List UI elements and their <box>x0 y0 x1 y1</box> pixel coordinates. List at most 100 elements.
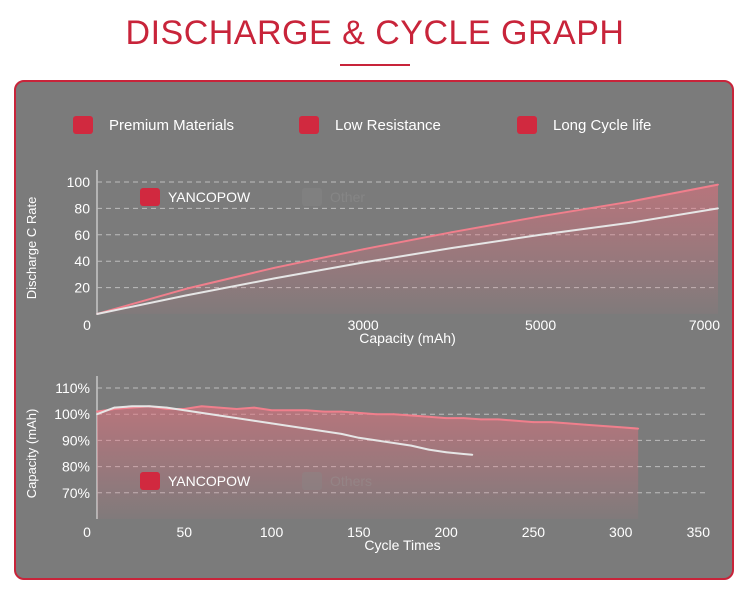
legend-label: Others <box>330 473 372 489</box>
x-tick-label: 300 <box>609 524 633 540</box>
data-point <box>584 423 587 426</box>
data-point <box>619 426 622 429</box>
data-point <box>471 453 474 456</box>
feature-label: Premium Materials <box>109 116 235 134</box>
x-tick-label: 0 <box>83 524 91 540</box>
data-point <box>357 411 360 414</box>
data-point <box>549 421 552 423</box>
data-point <box>532 421 535 423</box>
series-line-yancopow <box>96 405 639 430</box>
feature-label: Low Resistance <box>335 116 441 134</box>
data-point <box>288 409 290 412</box>
data-point <box>445 417 448 420</box>
y-tick-label: 110% <box>55 380 90 396</box>
y-tick-label: 100% <box>54 406 90 422</box>
legend-label: Other <box>330 189 365 205</box>
data-point <box>96 313 98 315</box>
y-tick-label: 100 <box>67 174 91 190</box>
data-point <box>462 417 465 420</box>
y-tick-label: 40 <box>74 253 90 269</box>
data-point <box>270 409 273 412</box>
y-tick-label: 60 <box>74 227 90 243</box>
x-tick-label: 50 <box>176 524 192 540</box>
data-point <box>273 277 276 280</box>
feature-low-resistance: Low Resistance <box>299 114 441 136</box>
data-point <box>602 425 605 427</box>
data-point <box>362 261 365 264</box>
series-line-yancopow <box>96 183 719 315</box>
data-point <box>273 266 276 269</box>
title-underline <box>340 64 410 66</box>
x-tick-label: 7000 <box>689 317 720 333</box>
data-point <box>450 231 453 234</box>
data-point <box>392 413 395 416</box>
data-point <box>340 410 343 413</box>
data-point <box>462 453 465 455</box>
data-point <box>148 405 151 408</box>
x-tick-label: 3000 <box>348 317 379 333</box>
y-axis-label: Discharge C Rate <box>24 197 39 300</box>
legend-swatch <box>302 472 322 490</box>
data-point <box>235 408 238 410</box>
data-point <box>96 410 98 413</box>
data-point <box>628 200 631 203</box>
y-tick-label: 90% <box>62 432 90 448</box>
data-point <box>200 411 203 414</box>
legend-swatch <box>302 188 322 206</box>
data-point <box>323 410 325 413</box>
data-point <box>218 414 221 417</box>
feature-swatch <box>73 116 93 134</box>
data-point <box>253 419 256 422</box>
legend-label: YANCOPOW <box>168 189 251 205</box>
data-point <box>628 222 631 224</box>
data-point <box>410 444 413 447</box>
feature-swatch <box>299 116 319 134</box>
data-point <box>218 406 221 409</box>
x-tick-label: 5000 <box>525 317 556 333</box>
feature-label: Long Cycle life <box>553 116 652 134</box>
x-axis-label: Capacity (mAh) <box>359 330 455 346</box>
series-line-other <box>96 207 719 315</box>
data-point <box>235 417 238 420</box>
data-point <box>183 409 186 412</box>
feature-long-cycle-life: Long Cycle life <box>517 114 651 136</box>
data-point <box>717 207 719 210</box>
x-tick-label: 100 <box>260 524 284 540</box>
data-point <box>480 418 482 421</box>
x-tick-label: 250 <box>522 524 546 540</box>
data-point <box>357 436 360 439</box>
series-area-fill <box>97 406 639 519</box>
data-point <box>567 422 570 425</box>
y-tick-label: 80% <box>62 459 90 475</box>
legend-swatch <box>140 472 160 490</box>
x-tick-label: 200 <box>434 524 458 540</box>
data-point <box>270 422 273 425</box>
data-point <box>427 448 430 451</box>
chart-2: 110% 100% 90% 80% 70% 0 50 100 150 200 250 300 350 Cy… <box>24 376 710 553</box>
chart-1: 100 80 60 40 20 0 3000 5000 7000 Capacity (mAh) Di… <box>24 170 720 346</box>
x-tick-label: 150 <box>347 524 371 540</box>
data-point <box>96 413 98 416</box>
data-point <box>375 439 378 442</box>
data-point <box>637 427 640 430</box>
feature-swatch <box>517 116 537 134</box>
legend-swatch <box>140 188 160 206</box>
data-point <box>362 248 365 251</box>
data-point <box>539 215 542 218</box>
data-point <box>323 430 325 433</box>
data-point <box>445 451 448 454</box>
data-point <box>450 247 453 249</box>
data-point <box>305 409 308 412</box>
data-point <box>539 233 542 236</box>
feature-premium-materials: Premium Materials <box>73 114 234 136</box>
x-axis-label: Cycle Times <box>364 537 440 553</box>
data-point <box>375 413 378 416</box>
legend-label: YANCOPOW <box>168 473 251 489</box>
data-point <box>200 405 203 408</box>
data-point <box>340 432 343 435</box>
data-point <box>392 442 395 444</box>
data-point <box>131 405 133 408</box>
data-point <box>497 418 500 421</box>
y-tick-label: 80 <box>74 200 90 216</box>
